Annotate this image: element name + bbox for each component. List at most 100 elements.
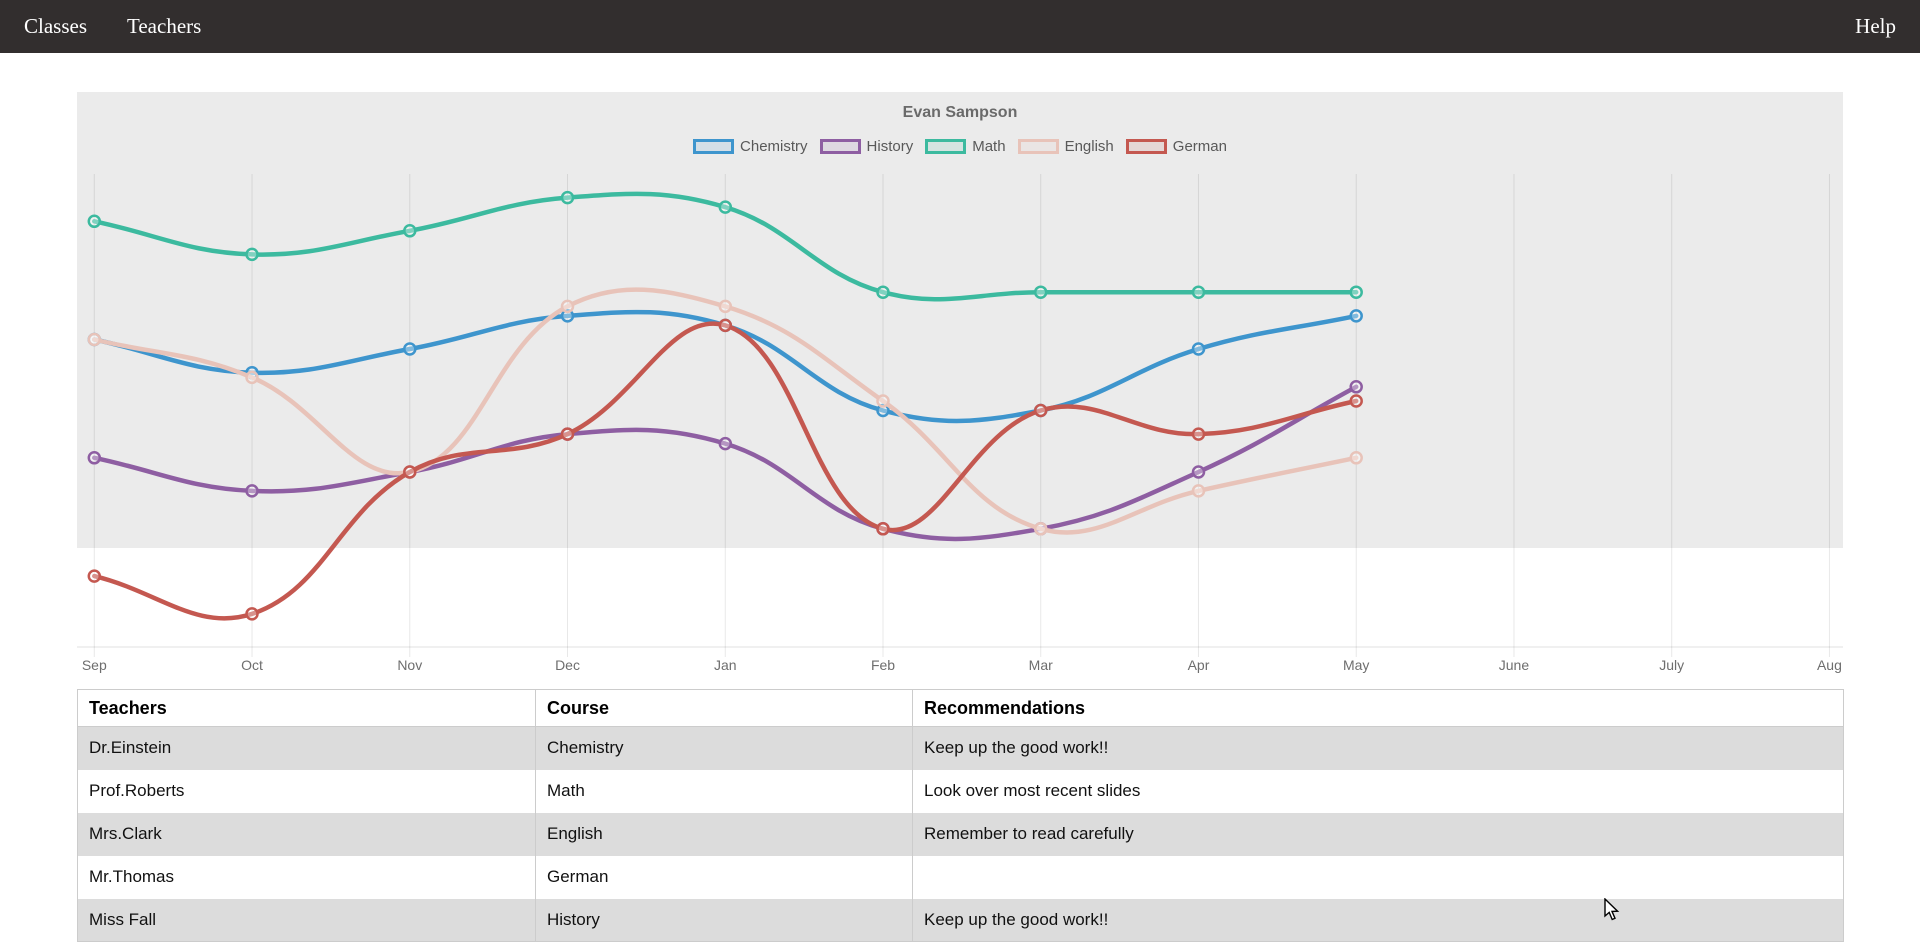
data-point-english-dec[interactable]	[560, 299, 575, 314]
recommendations-table: Teachers Course Recommendations Dr.Einst…	[77, 689, 1844, 942]
x-axis-label-sep: Sep	[82, 657, 107, 673]
data-point-german-jan[interactable]	[718, 318, 733, 333]
data-point-english-apr[interactable]	[1191, 484, 1206, 498]
data-point-history-oct[interactable]	[245, 484, 259, 498]
legend-swatch-icon	[1125, 139, 1167, 154]
data-point-chemistry-nov[interactable]	[403, 342, 417, 356]
cell-recommendation: Look over most recent slides	[924, 781, 1141, 800]
nav-item-teachers[interactable]: Teachers	[127, 14, 202, 38]
data-point-math-nov[interactable]	[403, 224, 417, 238]
data-point-german-may[interactable]	[1349, 394, 1363, 408]
chart-legend: Chemistry History Math English German	[77, 138, 1843, 155]
x-axis-label-jan: Jan	[714, 657, 737, 673]
x-axis-label-june: June	[1499, 657, 1530, 673]
cell-teacher: Miss Fall	[77, 898, 536, 942]
cell-recommendation: Remember to read carefully	[912, 812, 1844, 856]
data-point-chemistry-dec[interactable]	[560, 309, 575, 323]
data-point-english-sep[interactable]	[87, 332, 102, 347]
data-point-chemistry-may[interactable]	[1349, 309, 1363, 323]
mouse-cursor-icon	[1604, 898, 1620, 921]
x-axis-label-nov: Nov	[397, 657, 422, 673]
cell-course: English	[535, 812, 913, 856]
cell-recommendation: Keep up the good work!!	[912, 726, 1844, 770]
legend-item-history[interactable]: History	[819, 138, 914, 155]
nav-right-group: Help	[1855, 14, 1920, 39]
legend-label: Chemistry	[740, 138, 808, 155]
data-point-german-apr[interactable]	[1191, 427, 1206, 441]
chart-title: Evan Sampson	[902, 104, 1018, 121]
cell-teacher: Dr.Einstein	[77, 726, 536, 770]
data-point-english-may[interactable]	[1349, 451, 1363, 465]
data-point-german-oct[interactable]	[245, 607, 259, 621]
col-header-course: Course	[535, 689, 913, 727]
x-axis-label-apr: Apr	[1188, 657, 1210, 673]
cell-teacher: Mr.Thomas	[77, 855, 536, 899]
data-point-chemistry-feb[interactable]	[876, 403, 890, 418]
data-point-math-mar[interactable]	[1033, 285, 1048, 299]
data-point-english-oct[interactable]	[245, 370, 259, 385]
cell-teacher: Prof.Roberts	[77, 769, 536, 813]
cell-course: Chemistry	[535, 726, 913, 770]
cell-recommendation: Keep up the good work!!	[912, 898, 1844, 942]
data-point-math-feb[interactable]	[876, 285, 890, 299]
data-point-chemistry-apr[interactable]	[1191, 342, 1206, 356]
line-series-german	[92, 321, 1359, 621]
data-point-math-sep[interactable]	[87, 214, 102, 229]
legend-swatch-icon	[693, 139, 735, 154]
x-axis-label-aug: Aug	[1817, 657, 1842, 673]
line-series-english	[92, 287, 1359, 535]
legend-label: History	[866, 138, 914, 155]
data-point-history-sep[interactable]	[87, 451, 102, 465]
data-point-math-may[interactable]	[1349, 285, 1363, 299]
data-point-history-may[interactable]	[1349, 380, 1363, 394]
line-series-math	[92, 191, 1359, 302]
legend-item-chemistry[interactable]: Chemistry	[693, 138, 808, 155]
legend-swatch-icon	[925, 139, 967, 154]
data-point-math-oct[interactable]	[245, 247, 259, 262]
x-axis-label-dec: Dec	[555, 657, 580, 673]
table-row-3: Mrs.Clark English Remember to read careful…	[77, 812, 1844, 856]
data-point-german-nov[interactable]	[403, 465, 417, 479]
cell-course: History	[535, 898, 913, 942]
data-point-german-sep[interactable]	[87, 569, 102, 583]
cell-recommendation	[913, 856, 1844, 899]
data-point-history-apr[interactable]	[1191, 465, 1206, 479]
col-header-recommendations: Recommendations	[912, 689, 1844, 727]
x-axis-label-july: July	[1659, 657, 1684, 673]
table-header-row: Teachers Course Recommendations	[77, 689, 1844, 727]
x-axis-label-may: May	[1343, 657, 1369, 673]
line-series-history	[92, 384, 1359, 542]
col-header-teachers: Teachers	[77, 689, 536, 727]
cell-teacher: Mrs.Clark	[77, 812, 536, 856]
legend-item-german[interactable]: German	[1125, 138, 1227, 155]
cell-course: German	[535, 855, 913, 899]
data-point-english-mar[interactable]	[1033, 522, 1048, 536]
data-point-german-feb[interactable]	[876, 522, 890, 536]
data-point-math-dec[interactable]	[560, 190, 575, 205]
nav-left-group: Classes Teachers	[0, 14, 201, 39]
legend-item-math[interactable]: Math	[925, 138, 1006, 155]
table-row-1: Dr.Einstein Chemistry Keep up the good wor…	[77, 726, 1844, 770]
legend-swatch-icon	[1017, 139, 1059, 154]
data-point-history-jan[interactable]	[718, 436, 733, 451]
legend-swatch-icon	[819, 139, 861, 154]
nav-item-help[interactable]: Help	[1855, 14, 1896, 38]
chart-canvas[interactable]: Sep Oct Nov Dec Jan Feb Mar Apr May June July Aug	[77, 92, 1843, 692]
table-row-2: Prof.Roberts Math Look over most recent sl…	[77, 769, 1844, 813]
x-axis-label-oct: Oct	[241, 657, 263, 673]
legend-label: English	[1064, 138, 1114, 155]
data-point-german-dec[interactable]	[560, 427, 575, 441]
nav-item-classes[interactable]: Classes	[24, 14, 87, 38]
cell-course: Math	[535, 769, 913, 813]
data-point-english-feb[interactable]	[876, 394, 890, 408]
table-row-4: Mr.Thomas German	[77, 855, 1844, 899]
legend-label: Math	[972, 138, 1006, 155]
data-point-german-mar[interactable]	[1033, 403, 1048, 418]
legend-label: German	[1172, 138, 1227, 155]
data-point-english-jan[interactable]	[718, 299, 733, 314]
data-point-math-apr[interactable]	[1191, 285, 1206, 299]
table-row-5: Miss Fall History Keep up the good work!!	[77, 898, 1844, 942]
navbar: Classes Teachers Help	[0, 0, 1920, 53]
legend-item-english[interactable]: English	[1017, 138, 1114, 155]
data-point-math-jan[interactable]	[718, 200, 733, 214]
